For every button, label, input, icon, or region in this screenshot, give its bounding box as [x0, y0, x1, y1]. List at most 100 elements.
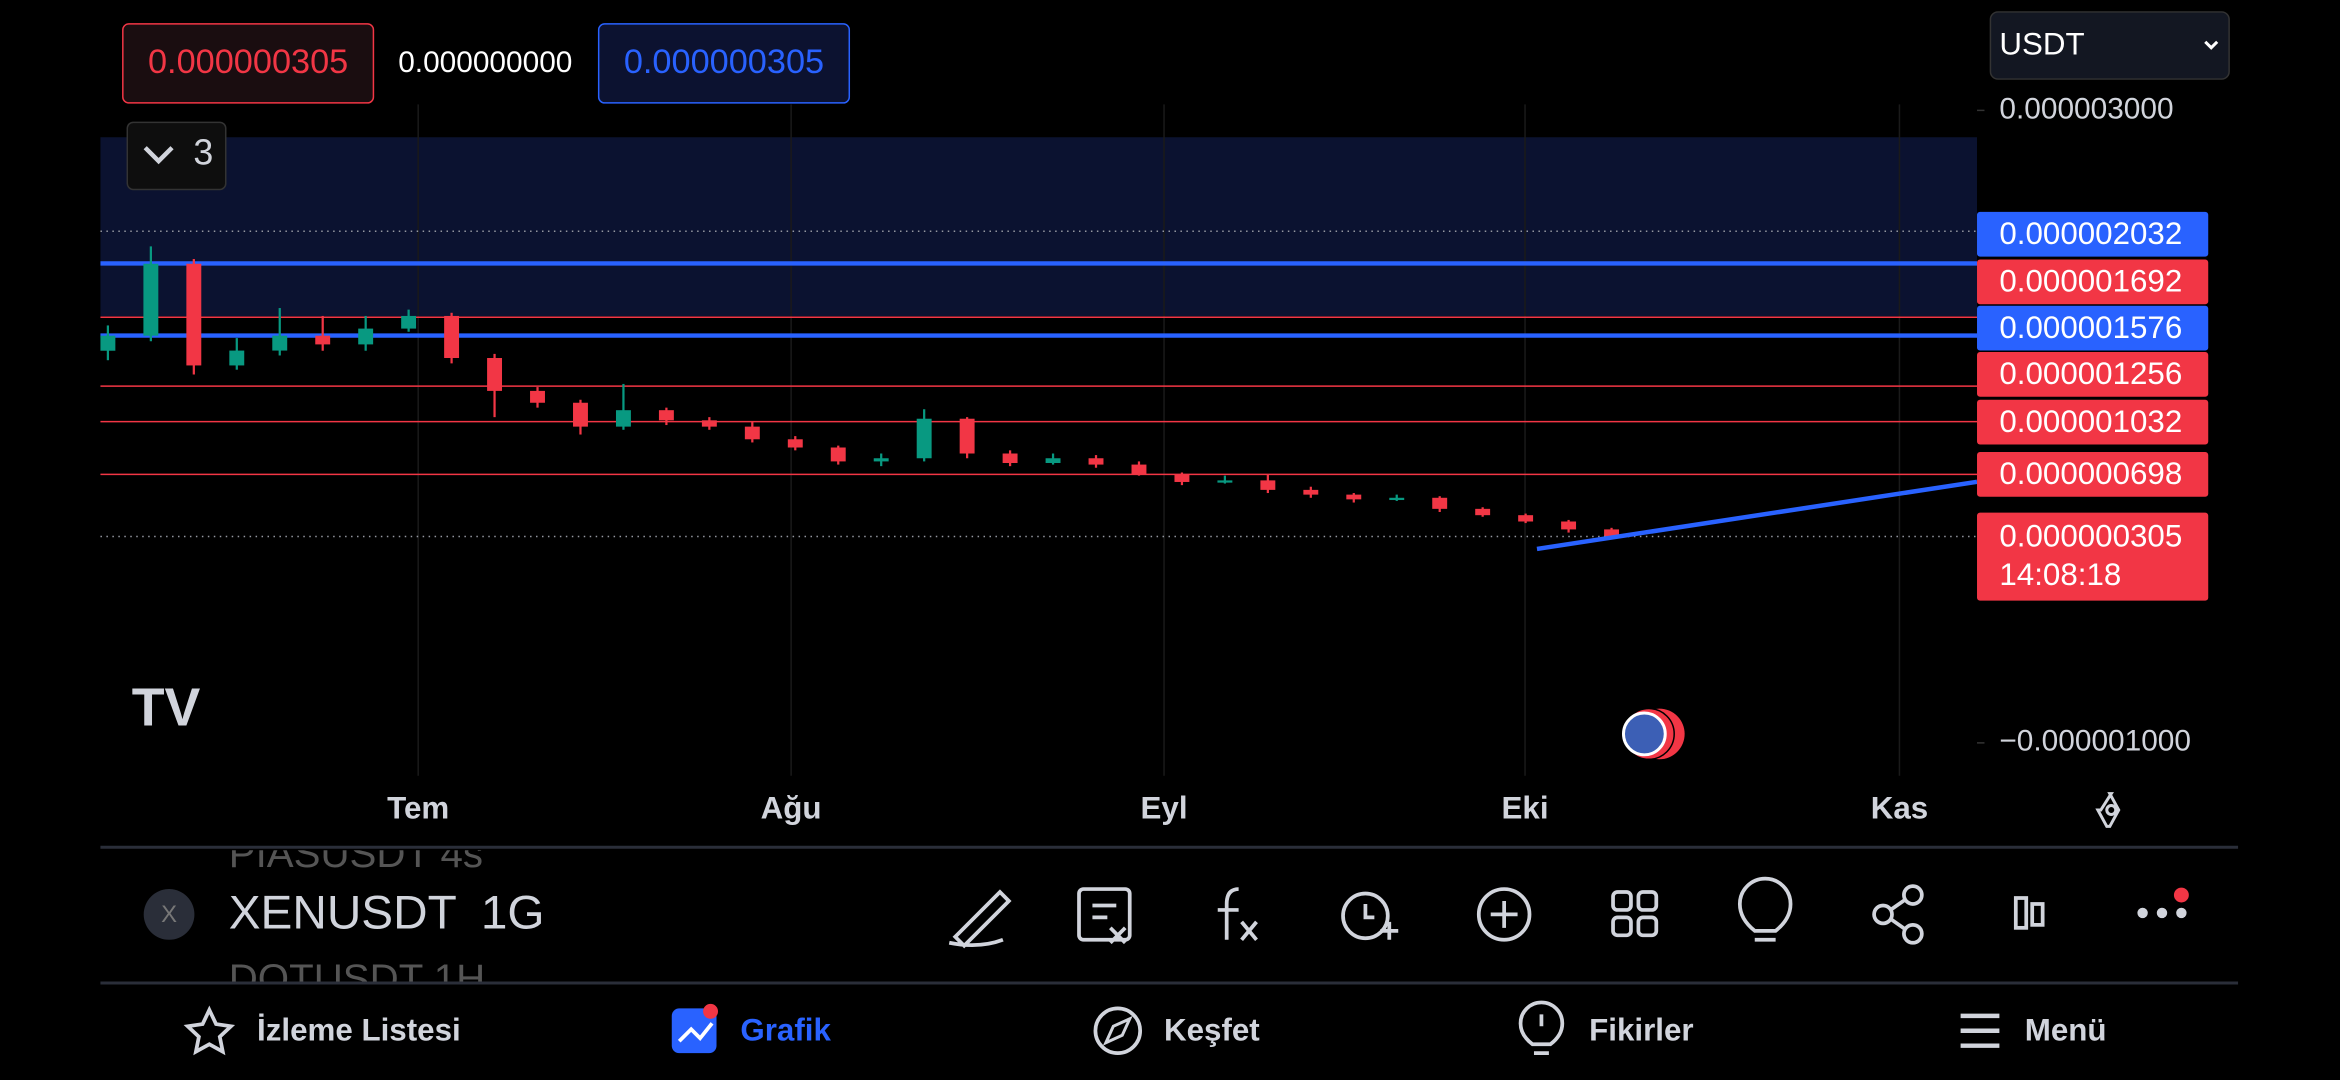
toolbar	[948, 876, 2045, 949]
share-tool[interactable]	[1872, 903, 1894, 926]
countdown: 14:08:18	[1999, 557, 2121, 592]
candle-body	[1303, 489, 1319, 495]
candle-body	[1045, 458, 1061, 463]
candle-body	[487, 358, 503, 391]
candle-body	[658, 410, 674, 421]
symbol-icon-letter: X	[161, 901, 177, 928]
candle-body	[229, 350, 245, 366]
currency: USDT	[1999, 27, 2084, 62]
candle-body	[1002, 453, 1018, 463]
candle-body	[744, 426, 760, 440]
alert-tool[interactable]	[1341, 891, 1390, 941]
explore-icon-needle	[1102, 1015, 1133, 1046]
price-label-box	[1977, 259, 2209, 305]
more-dot[interactable]	[2137, 907, 2148, 919]
next-symbol[interactable]: DOTUSDT 1H	[229, 956, 486, 1001]
nav-item[interactable]: Keşfet	[1164, 1013, 1260, 1048]
candle-body	[444, 315, 460, 359]
last-price-box	[1977, 512, 2209, 601]
candle-body	[143, 263, 159, 336]
x-tick-label: Ağu	[761, 790, 822, 825]
watchlist-icon[interactable]	[183, 1005, 236, 1056]
ideas-tool[interactable]	[1737, 876, 1793, 942]
price-label-box	[1977, 451, 2209, 497]
candle-body	[1432, 497, 1448, 509]
nav-item[interactable]: Menü	[2025, 1013, 2107, 1048]
candle-body	[830, 447, 846, 462]
price-label-box	[1977, 399, 2209, 445]
notes-tool[interactable]	[1077, 887, 1132, 942]
explore-icon[interactable]	[1093, 1006, 1143, 1056]
nav-item[interactable]: Grafik	[740, 1013, 831, 1048]
price-label: 0.000001576	[1999, 310, 2182, 345]
candle-body	[873, 458, 889, 462]
price-label-box	[1977, 305, 2209, 351]
currency-select[interactable]	[1989, 11, 2230, 80]
more-dot	[2176, 907, 2187, 919]
candle-body	[100, 335, 116, 351]
x-tick-label: Eyl	[1141, 790, 1188, 825]
candle-body	[186, 263, 202, 366]
prev-symbol[interactable]: PIASUSDT 4s	[229, 831, 483, 876]
chart-type-tool[interactable]	[2013, 896, 2029, 930]
layout-tool	[1636, 890, 1659, 912]
add-tool[interactable]	[1476, 887, 1532, 942]
more-dot	[2156, 907, 2168, 919]
settings-icon[interactable]	[2095, 792, 2121, 828]
x-tick-label: Kas	[1871, 790, 1928, 825]
candle-body	[1518, 515, 1534, 522]
ask: 0.000000305	[624, 43, 824, 81]
menu-icon[interactable]	[1960, 1013, 2000, 1048]
symbol-name[interactable]: XENUSDT	[229, 887, 457, 940]
x-tick-label: Eki	[1502, 790, 1549, 825]
indicator-tool[interactable]	[1217, 887, 1258, 941]
layout-tool	[1636, 915, 1659, 938]
x-tick-label: Tem	[387, 790, 449, 825]
candle-body	[1389, 497, 1405, 501]
ideas-icon[interactable]	[1518, 1000, 1565, 1056]
y-tick-label: 0.000003000	[1999, 92, 2173, 125]
ask-box[interactable]	[597, 23, 851, 104]
candle-body	[1174, 474, 1190, 482]
candle-body	[358, 328, 374, 345]
alert-tool-hands	[1363, 903, 1399, 940]
symbol-icon	[143, 889, 195, 940]
marks	[100, 109, 1985, 744]
candle-body	[1346, 494, 1362, 500]
layout-tool[interactable]	[1611, 890, 1633, 912]
flag-icon	[1621, 711, 1667, 757]
symbol-interval[interactable]: 1G	[481, 887, 545, 940]
nav-item[interactable]: İzleme Listesi	[257, 1013, 461, 1048]
price-label: 0.000001032	[1999, 404, 2182, 439]
notes-tool-lines	[1092, 903, 1127, 945]
chevron-icon	[143, 146, 174, 165]
chart-type-tool	[2030, 902, 2045, 927]
candle-body	[1131, 464, 1147, 475]
candle-body	[315, 335, 331, 345]
bid: 0.000000305	[148, 43, 348, 81]
draw-tool[interactable]	[948, 889, 1012, 949]
zone	[100, 137, 1978, 317]
nav-item[interactable]: Fikirler	[1589, 1013, 1693, 1048]
share-tool	[1889, 897, 1907, 931]
candle-body	[530, 390, 545, 403]
price-label-box	[1977, 211, 2209, 257]
bid-box[interactable]	[122, 23, 375, 104]
candle-body	[787, 439, 803, 448]
chart-icon-line	[677, 1022, 714, 1043]
price-label-box	[1977, 352, 2209, 397]
candle-body	[1088, 458, 1104, 465]
plot-area	[100, 104, 1978, 776]
candle-body	[1475, 508, 1491, 516]
price-label: 0.000000698	[1999, 456, 2182, 491]
price-label: 0.000002032	[1999, 216, 2182, 251]
indicators-count: 3	[193, 133, 213, 173]
candle-body	[1260, 480, 1276, 490]
layout-tool	[1611, 915, 1633, 938]
candle-body	[401, 315, 417, 329]
indicators-toggle[interactable]	[126, 121, 227, 191]
candle-body	[916, 418, 932, 459]
price-label: 0.000001256	[1999, 356, 2182, 391]
candle-body	[1604, 529, 1620, 537]
candle-body	[272, 335, 288, 351]
